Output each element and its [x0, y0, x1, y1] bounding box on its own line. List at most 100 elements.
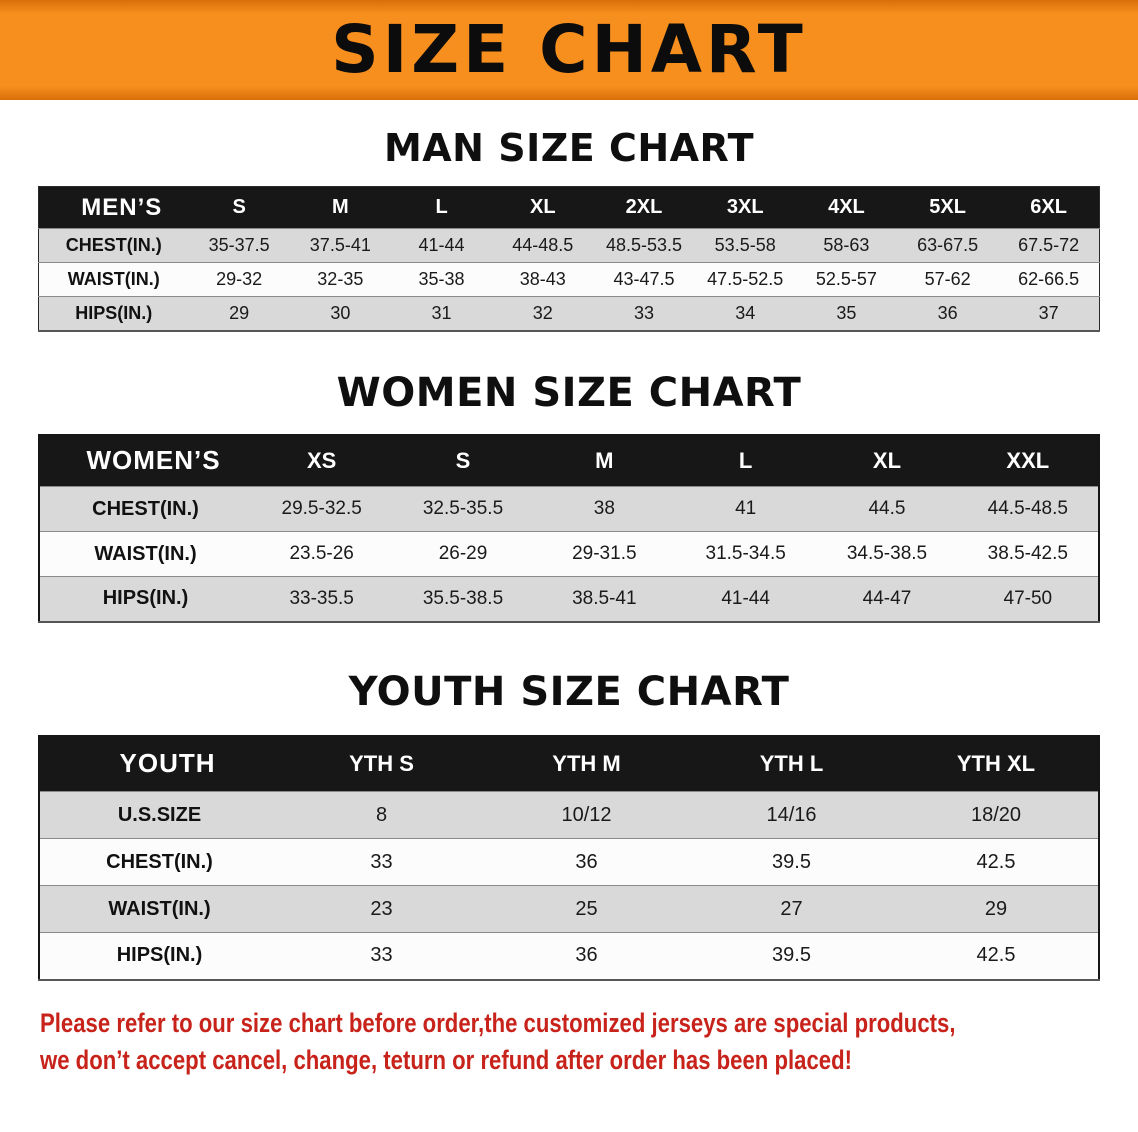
size-value: 34: [694, 296, 796, 331]
size-value: 36: [484, 932, 689, 980]
size-value: 35: [795, 296, 898, 331]
page-title: SIZE CHART: [331, 11, 807, 88]
size-value: 33: [279, 838, 484, 886]
youth-section-heading: YOUTH SIZE CHART: [348, 668, 790, 715]
size-value: 44-48.5: [492, 228, 594, 263]
size-value: 35-37.5: [188, 228, 290, 263]
row-label: CHEST(IN.): [38, 228, 189, 263]
size-value: 39.5: [689, 932, 894, 980]
size-value: 35.5-38.5: [392, 576, 534, 622]
column-header: 5XL: [897, 186, 999, 229]
size-value: 35-38: [390, 262, 493, 297]
row-label: WAIST(IN.): [39, 885, 279, 933]
women-size-table: WOMEN’S XS S M L XL XXL CHEST(IN.) 29.5-…: [38, 433, 1100, 623]
column-header: YTH XL: [894, 735, 1099, 792]
size-value: 42.5: [894, 932, 1099, 980]
column-header: S: [188, 186, 290, 229]
row-label: HIPS(IN.): [39, 932, 279, 980]
banner: SIZE CHART: [0, 0, 1138, 100]
size-value: 37.5-41: [289, 228, 391, 263]
size-value: 26-29: [392, 531, 534, 577]
size-value: 33-35.5: [251, 576, 393, 622]
column-header: YTH M: [484, 735, 689, 792]
size-value: 48.5-53.5: [593, 228, 695, 263]
size-value: 10/12: [484, 791, 689, 839]
table-row: CHEST(IN.) 29.5-32.5 32.5-35.5 38 41 44.…: [39, 486, 1099, 532]
table-row: HIPS(IN.) 33 36 39.5 42.5: [39, 932, 1099, 980]
youth-size-table: YOUTH YTH S YTH M YTH L YTH XL U.S.SIZE …: [38, 734, 1100, 981]
size-value: 63-67.5: [897, 228, 999, 263]
size-value: 33: [593, 296, 695, 331]
size-value: 41: [674, 486, 817, 532]
column-header: L: [390, 186, 493, 229]
size-value: 43-47.5: [593, 262, 695, 297]
size-chart-page: SIZE CHART MAN SIZE CHART MEN’S S M L XL…: [0, 0, 1138, 1076]
size-value: 8: [279, 791, 484, 839]
row-label: HIPS(IN.): [38, 296, 189, 331]
column-header: 4XL: [795, 186, 898, 229]
size-value: 23.5-26: [251, 531, 393, 577]
youth-table-header-row: YOUTH YTH S YTH M YTH L YTH XL: [39, 735, 1099, 792]
column-header: M: [289, 186, 391, 229]
size-value: 14/16: [689, 791, 894, 839]
size-value: 38.5-41: [533, 576, 675, 622]
men-section-heading: MAN SIZE CHART: [383, 126, 755, 170]
column-header: XS: [251, 434, 393, 487]
size-value: 67.5-72: [998, 228, 1100, 263]
size-value: 29.5-32.5: [251, 486, 393, 532]
column-header: 2XL: [593, 186, 695, 229]
size-value: 47-50: [957, 576, 1099, 622]
table-row: CHEST(IN.) 33 36 39.5 42.5: [39, 838, 1099, 886]
column-header: L: [674, 434, 817, 487]
column-header: XL: [816, 434, 958, 487]
size-value: 62-66.5: [998, 262, 1100, 297]
size-value: 18/20: [894, 791, 1099, 839]
size-value: 34.5-38.5: [816, 531, 958, 577]
size-value: 27: [689, 885, 894, 933]
size-value: 31.5-34.5: [674, 531, 817, 577]
size-value: 29-31.5: [533, 531, 675, 577]
size-value: 44-47: [816, 576, 958, 622]
size-value: 58-63: [795, 228, 898, 263]
size-value: 32-35: [289, 262, 391, 297]
size-value: 29: [188, 296, 290, 331]
row-label: CHEST(IN.): [39, 838, 279, 886]
size-value: 57-62: [897, 262, 999, 297]
size-value: 38: [533, 486, 675, 532]
women-size-section: WOMEN SIZE CHART WOMEN’S XS S M L XL XXL…: [0, 370, 1138, 623]
table-row: HIPS(IN.) 33-35.5 35.5-38.5 38.5-41 41-4…: [39, 576, 1099, 622]
men-size-table: MEN’S S M L XL 2XL 3XL 4XL 5XL 6XL CHEST…: [38, 186, 1100, 332]
column-header: 6XL: [998, 186, 1100, 229]
size-value: 44.5: [816, 486, 958, 532]
size-value: 52.5-57: [795, 262, 898, 297]
size-value: 36: [897, 296, 999, 331]
men-table-title: MEN’S: [38, 186, 189, 229]
size-value: 53.5-58: [694, 228, 796, 263]
column-header: S: [392, 434, 534, 487]
column-header: XL: [492, 186, 594, 229]
youth-size-section: YOUTH SIZE CHART YOUTH YTH S YTH M YTH L…: [0, 669, 1138, 981]
size-value: 37: [998, 296, 1100, 331]
row-label: WAIST(IN.): [38, 262, 189, 297]
table-row: WAIST(IN.) 23 25 27 29: [39, 885, 1099, 933]
column-header: XXL: [957, 434, 1099, 487]
size-value: 36: [484, 838, 689, 886]
row-label: HIPS(IN.): [39, 576, 251, 622]
size-value: 47.5-52.5: [694, 262, 796, 297]
column-header: YTH L: [689, 735, 894, 792]
table-row: WAIST(IN.) 23.5-26 26-29 29-31.5 31.5-34…: [39, 531, 1099, 577]
row-label: CHEST(IN.): [39, 486, 251, 532]
size-value: 39.5: [689, 838, 894, 886]
women-table-header-row: WOMEN’S XS S M L XL XXL: [39, 434, 1099, 487]
size-value: 41-44: [390, 228, 493, 263]
row-label: U.S.SIZE: [39, 791, 279, 839]
size-value: 30: [289, 296, 391, 331]
disclaimer-line: we don’t accept cancel, change, teturn o…: [40, 1045, 852, 1076]
column-header: M: [533, 434, 675, 487]
table-row: WAIST(IN.) 29-32 32-35 35-38 38-43 43-47…: [38, 262, 1100, 297]
size-value: 29-32: [188, 262, 290, 297]
size-value: 44.5-48.5: [957, 486, 1099, 532]
size-value: 25: [484, 885, 689, 933]
size-value: 31: [390, 296, 493, 331]
disclaimer-line: Please refer to our size chart before or…: [40, 1007, 956, 1038]
